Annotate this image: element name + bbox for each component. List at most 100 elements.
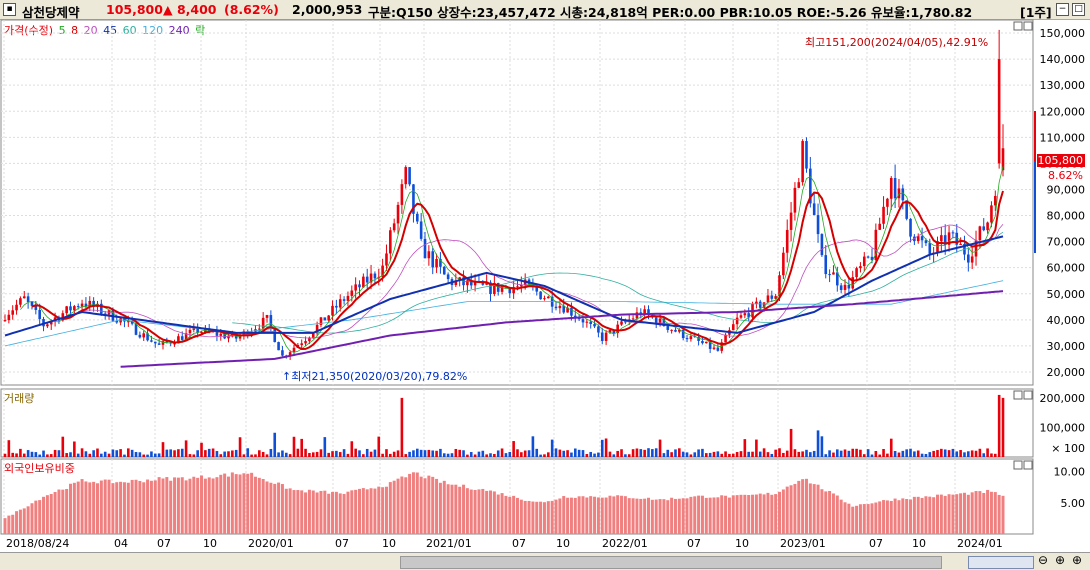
candle-body <box>893 178 897 199</box>
time-tick-label: 07 <box>335 537 349 550</box>
foreign-bar <box>42 496 46 534</box>
volume-bar <box>485 454 488 457</box>
legend-ma20: 20 <box>83 24 98 37</box>
candle-body <box>508 287 512 294</box>
candle-body <box>323 317 327 321</box>
volume-bar <box>165 449 169 457</box>
candle-body <box>581 319 585 323</box>
candle-body <box>69 306 72 311</box>
foreign-bar <box>26 506 30 534</box>
foreign-bar <box>261 479 265 534</box>
price-tick-label: 150,000 <box>1040 27 1086 40</box>
foreign-bar <box>939 494 943 534</box>
volume-bar <box>38 454 41 457</box>
minimize-icon[interactable]: − <box>1056 3 1069 16</box>
legend-ma60: 60 <box>122 24 137 37</box>
volume-bar <box>947 450 951 457</box>
candle-body <box>34 305 38 310</box>
horizontal-scrollbar[interactable] <box>400 556 942 569</box>
foreign-bar <box>704 497 708 534</box>
zoom-in-icon[interactable]: ⊕ <box>1072 553 1083 567</box>
legend-ma8: 8 <box>71 24 79 37</box>
foreign-bar <box>831 493 835 534</box>
time-tick-label: 10 <box>735 537 749 550</box>
foreign-bar <box>785 486 789 534</box>
foreign-bar <box>246 473 250 534</box>
foreign-bar <box>88 482 92 534</box>
foreign-bar <box>727 497 731 534</box>
volume-bar <box>142 454 146 457</box>
volume-bar <box>469 452 473 457</box>
zoom-slider[interactable] <box>968 556 1034 569</box>
candle-body <box>986 222 989 231</box>
volume-bar <box>292 436 296 457</box>
volume-bar <box>123 454 126 457</box>
candle-body <box>839 285 843 290</box>
volume-bar <box>982 453 986 457</box>
volume-bar <box>967 451 970 457</box>
foreign-bar <box>400 476 404 534</box>
candle-body <box>882 206 885 224</box>
candle-body <box>959 243 962 245</box>
volume-bar <box>581 450 585 457</box>
candle-body <box>870 256 874 260</box>
foreign-bar <box>820 489 824 534</box>
volume-bar <box>231 450 234 457</box>
foreign-bar <box>858 504 862 534</box>
candle-body <box>493 282 496 295</box>
candle-body <box>678 329 681 332</box>
volume-bar <box>250 454 253 457</box>
volume-bar <box>342 449 346 457</box>
panel-max-icon <box>1023 390 1033 400</box>
volume-bar <box>674 449 677 457</box>
candle-body <box>782 252 785 276</box>
volume-bar <box>512 441 515 457</box>
volume-bar <box>281 450 284 457</box>
candle-body <box>970 256 974 263</box>
candle-body <box>65 306 68 314</box>
time-tick-label: 2018/08/24 <box>6 537 69 550</box>
candle-body <box>539 291 542 300</box>
volume-bar <box>658 439 662 457</box>
foreign-bar <box>762 494 766 534</box>
foreign-bar <box>716 497 720 534</box>
candle-body <box>342 299 346 301</box>
maximize-icon[interactable]: □ <box>1072 3 1085 16</box>
candle-body <box>73 306 76 311</box>
legend-ma240: 240 <box>168 24 190 37</box>
candle-body <box>843 284 847 290</box>
foreign-bar <box>253 476 257 534</box>
volume-bar <box>389 453 392 457</box>
volume-bar <box>223 451 226 457</box>
foreign-bar <box>180 477 184 534</box>
foreign-bar <box>897 500 901 534</box>
panel-frame <box>0 388 1034 458</box>
volume-bar <box>111 449 115 457</box>
volume-bar <box>909 448 912 457</box>
candle-body <box>928 243 932 254</box>
foreign-bar <box>334 491 338 534</box>
volume-bar <box>138 452 142 457</box>
volume-bar <box>547 452 550 457</box>
foreign-bar <box>789 485 793 534</box>
candle-body <box>304 341 307 344</box>
zoom-out-icon[interactable]: ⊖ <box>1038 553 1049 567</box>
candle-body <box>439 259 442 267</box>
price-legend: 가격(수정) 5 8 20 45 60 120 240 락 <box>4 22 207 38</box>
candle-body <box>435 259 438 268</box>
menu-icon[interactable]: ▪ <box>3 3 16 16</box>
zoom-reset-icon[interactable]: ⊕ <box>1055 553 1066 567</box>
foreign-bar <box>916 496 920 534</box>
foreign-bar <box>149 480 153 534</box>
candle-body <box>770 295 774 299</box>
period-selector[interactable]: [1주] <box>1020 5 1052 20</box>
candle-body <box>354 284 357 291</box>
foreign-bar <box>774 494 778 534</box>
volume-bar <box>180 448 184 457</box>
legend-ma5: 5 <box>58 24 66 37</box>
volume-bar <box>897 452 901 457</box>
volume-bar <box>431 450 435 457</box>
volume-bar <box>11 452 15 457</box>
foreign-bar <box>292 490 296 534</box>
volume-bar <box>716 451 720 457</box>
